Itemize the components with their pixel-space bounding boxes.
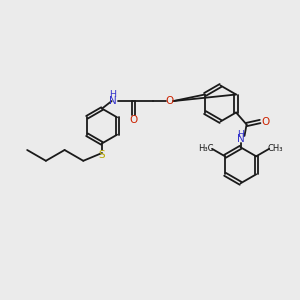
Text: N: N: [109, 96, 117, 106]
Text: O: O: [129, 115, 137, 125]
Text: O: O: [165, 96, 173, 106]
Text: CH₃: CH₃: [267, 144, 283, 153]
Text: N: N: [237, 134, 244, 144]
Text: H: H: [237, 130, 244, 139]
Text: S: S: [99, 150, 105, 161]
Text: O: O: [261, 116, 270, 127]
Text: H₃C: H₃C: [198, 144, 213, 153]
Text: H: H: [110, 90, 117, 99]
